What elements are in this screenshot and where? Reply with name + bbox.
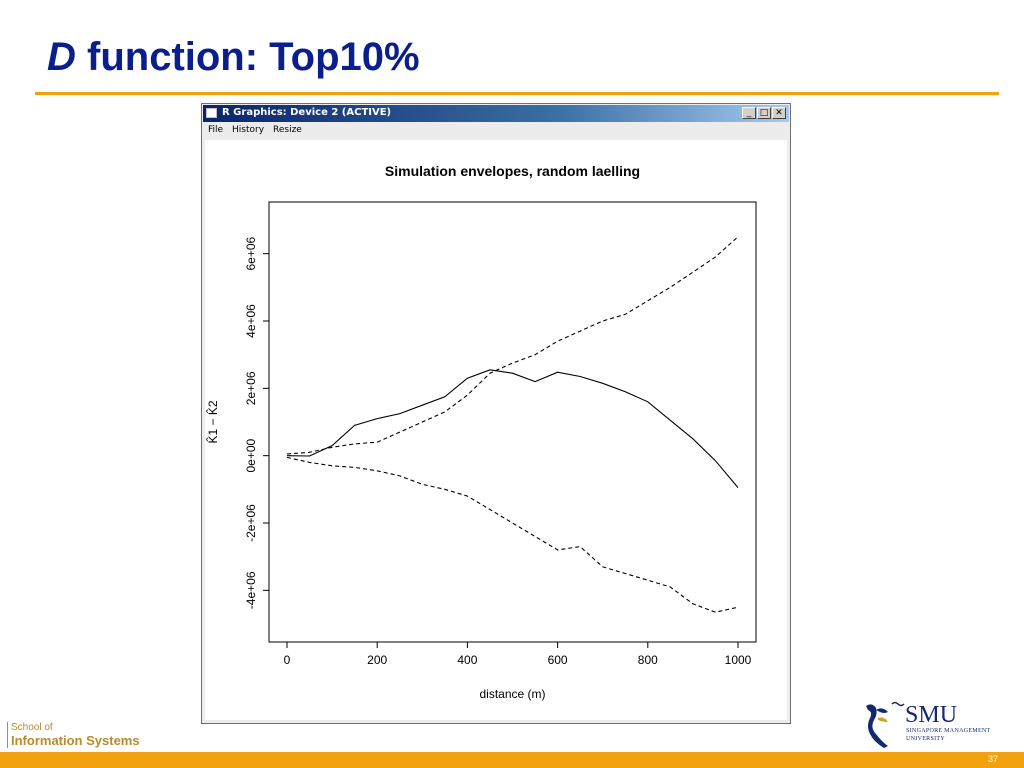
y-tick-label: 0e+00 — [244, 438, 258, 472]
window-title: R Graphics: Device 2 (ACTIVE) — [222, 107, 392, 118]
window-titlebar[interactable]: R Graphics: Device 2 (ACTIVE) _ □ ✕ — [203, 105, 789, 122]
x-axis-label: distance (m) — [479, 687, 545, 701]
smu-wordmark: SMU — [905, 702, 958, 728]
menu-resize[interactable]: Resize — [273, 125, 302, 135]
menu-history[interactable]: History — [232, 125, 265, 135]
school-line1: School of — [11, 722, 53, 733]
footer-school-rule — [7, 722, 8, 748]
y-axis-label: K̂1 − K̂2 — [205, 400, 220, 443]
y-tick-label: 4e+06 — [244, 304, 258, 338]
envelope-line-2 — [286, 456, 739, 613]
plot-frame — [268, 201, 757, 643]
x-tick-label: 400 — [457, 653, 477, 667]
bottom-bar — [0, 752, 1024, 768]
y-tick-label: -2e+06 — [244, 504, 258, 542]
smu-subtitle-2: UNIVERSITY — [906, 736, 945, 742]
school-logo: School of Information Systems — [11, 722, 140, 748]
slide-title-d: D — [47, 35, 76, 79]
smu-crest-icon — [866, 701, 905, 748]
r-app-icon — [206, 108, 217, 118]
close-button[interactable]: ✕ — [772, 107, 786, 119]
smu-subtitle-1: SINGAPORE MANAGEMENT — [906, 728, 991, 734]
y-tick-label: -4e+06 — [244, 571, 258, 609]
x-tick-label: 600 — [548, 653, 568, 667]
d-function-chart: Simulation envelopes, random laelling 0 20… — [205, 163, 757, 701]
envelope-line-1 — [286, 236, 739, 455]
slide-title-rest: function: Top10% — [75, 35, 420, 79]
y-tick-label: 2e+06 — [244, 371, 258, 405]
plot-canvas: Simulation envelopes, random laelling 0 20… — [205, 140, 787, 720]
x-tick-label: 800 — [638, 653, 658, 667]
x-tick-label: 1000 — [725, 653, 752, 667]
slide-title: D function: Top10% — [47, 35, 420, 80]
page-number: 37 — [987, 754, 998, 764]
r-graphics-window: R Graphics: Device 2 (ACTIVE) _ □ ✕ File… — [201, 103, 791, 724]
x-tick-label: 200 — [367, 653, 387, 667]
minimize-button[interactable]: _ — [742, 107, 756, 119]
y-tick-label: 6e+06 — [244, 236, 258, 270]
observed-line — [286, 369, 739, 488]
maximize-button[interactable]: □ — [757, 107, 771, 119]
chart-title: Simulation envelopes, random laelling — [385, 163, 640, 179]
window-menubar: File History Resize — [203, 123, 789, 139]
title-divider — [35, 92, 999, 95]
school-line2: Information Systems — [11, 733, 140, 748]
menu-file[interactable]: File — [208, 125, 224, 135]
x-tick-label: 0 — [284, 653, 291, 667]
